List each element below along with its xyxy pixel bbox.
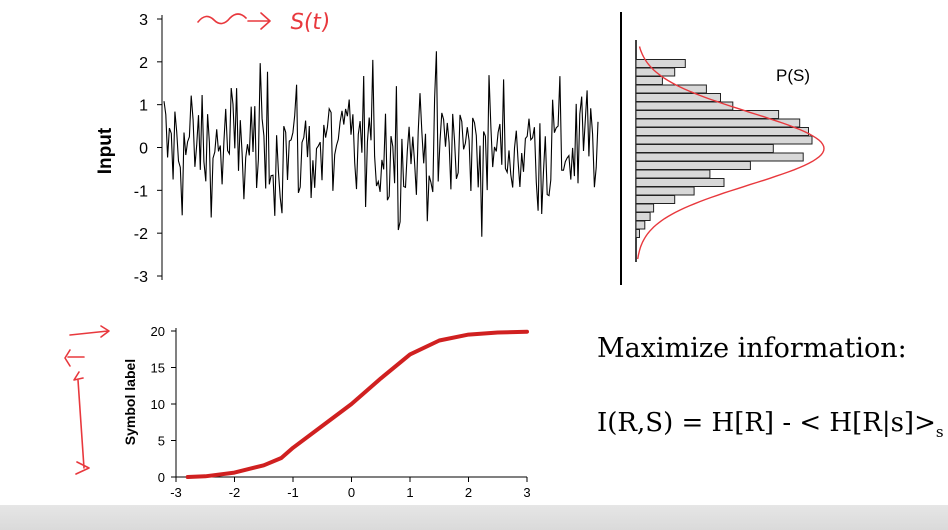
histogram-bar <box>635 101 734 111</box>
input-axis-label: Input <box>95 127 116 175</box>
symbol-x-tick: -3 <box>170 485 182 500</box>
input-y-tick: -1 <box>134 183 148 200</box>
information-formula: I(R,S) = H[R] - < H[R|s]>s <box>597 408 944 441</box>
input-y-tick: -3 <box>134 269 148 286</box>
histogram-bar <box>635 195 676 204</box>
histogram-bar <box>635 59 686 68</box>
formula-main: I(R,S) = H[R] - < H[R|s]> <box>597 408 936 438</box>
histogram-bar <box>635 186 695 196</box>
histogram-bar <box>635 203 655 213</box>
histogram-bar <box>635 169 711 179</box>
input-y-tick: 2 <box>139 55 148 72</box>
signal-handwritten-label: S(t) <box>288 10 332 35</box>
histogram-bar <box>635 178 725 187</box>
symbol-y-tick: 20 <box>151 324 165 339</box>
input-y-tick: -2 <box>134 226 148 243</box>
histogram-bar <box>635 76 663 85</box>
input-signal-plot: 3 2 1 0 -1 -2 -3 <box>134 12 622 286</box>
video-control-bar <box>0 505 948 530</box>
symbol-x-tick: -2 <box>229 485 241 500</box>
input-y-tick: 0 <box>139 141 148 158</box>
histogram-bar <box>635 212 651 221</box>
symbol-label-curve <box>185 329 529 479</box>
symbol-y-tick: 10 <box>151 397 165 412</box>
symbol-label-axis-label: Symbol label <box>122 358 138 446</box>
symbol-y-tick: 15 <box>151 361 165 376</box>
histogram-bar <box>635 93 721 102</box>
input-y-tick: 3 <box>139 12 148 29</box>
handwritten-annotations <box>64 12 271 475</box>
histogram-bar <box>635 144 774 153</box>
gaussian-fit-curve <box>637 46 825 260</box>
histogram-bar <box>635 220 646 230</box>
histogram-bar <box>635 161 751 170</box>
histogram-title: P(S) <box>776 66 810 85</box>
histogram-bar <box>635 229 640 238</box>
maximize-heading: Maximize information: <box>597 333 907 364</box>
top-arrows-ink <box>64 325 110 367</box>
symbol-x-tick: 2 <box>465 485 472 500</box>
symbol-x-tick: 0 <box>348 485 355 500</box>
symbol-y-tick: 5 <box>158 434 165 449</box>
formula-subscript: s <box>935 423 944 442</box>
wavy-arrow-ink <box>197 12 271 30</box>
input-y-tick: 1 <box>139 98 148 115</box>
symbol-x-tick: 3 <box>523 485 530 500</box>
histogram-bar <box>635 152 804 162</box>
histogram-bar <box>635 127 809 136</box>
symbol-x-tick: 1 <box>406 485 413 500</box>
probability-histogram <box>635 40 825 262</box>
symbol-label-plot: 20 15 10 5 0 -3 -2 -1 0 1 2 3 <box>151 324 531 500</box>
input-signal-trace <box>163 51 599 237</box>
symbol-x-tick: -1 <box>287 485 299 500</box>
vertical-arrow-ink <box>73 371 90 475</box>
histogram-bar <box>635 84 707 94</box>
histogram-bar <box>635 135 813 145</box>
symbol-y-tick: 0 <box>158 470 165 485</box>
